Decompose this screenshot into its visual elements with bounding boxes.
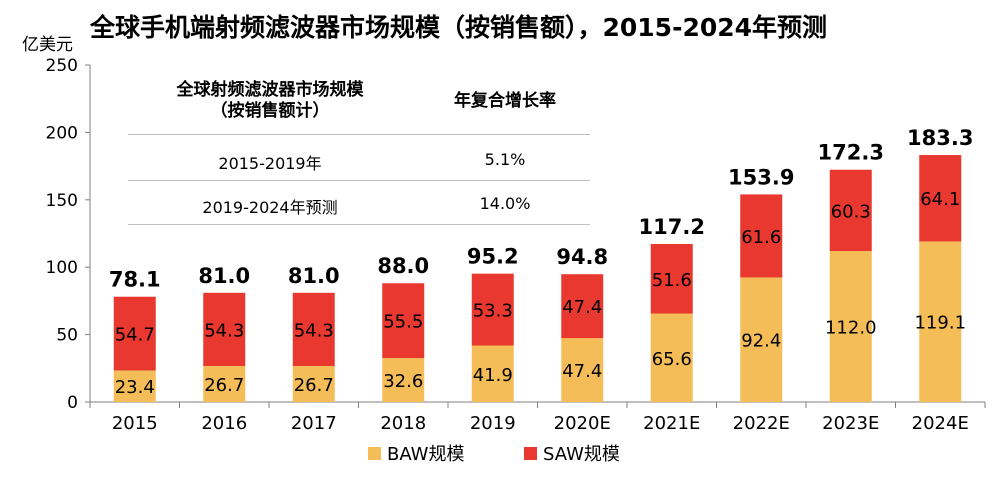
data-label-saw: 51.6: [652, 270, 692, 291]
data-label-saw: 61.6: [741, 227, 781, 248]
legend-label-saw: SAW规模: [543, 444, 620, 465]
x-tick-label: 2017: [291, 413, 337, 434]
bar-saw: [650, 244, 693, 314]
data-label-baw: 112.0: [825, 318, 877, 339]
bar-saw: [919, 155, 962, 242]
data-label-saw: 55.5: [383, 312, 423, 333]
data-label-saw: 54.3: [204, 320, 244, 341]
table-header-market-size-line2: （按销售额计）: [210, 101, 330, 121]
legend-item-baw: BAW规模: [368, 440, 464, 466]
x-tick-label: 2020E: [554, 413, 611, 434]
bar-baw: [919, 241, 962, 402]
data-label-total: 183.3: [907, 126, 973, 150]
data-label-saw: 54.7: [115, 325, 155, 346]
data-label-total: 117.2: [639, 215, 705, 239]
data-label-total: 81.0: [288, 264, 340, 288]
x-tick-label: 2015: [112, 413, 158, 434]
data-label-total: 88.0: [377, 254, 429, 278]
data-label-baw: 26.7: [294, 375, 334, 396]
table-row-period: 2019-2024年预测: [202, 198, 338, 217]
table-row-period: 2015-2019年: [218, 154, 322, 173]
data-label-baw: 47.4: [562, 361, 602, 382]
x-tick-label: 2024E: [912, 413, 969, 434]
y-tick-label: 100: [46, 258, 78, 278]
bar-saw: [382, 283, 425, 359]
bar-saw: [740, 194, 783, 278]
data-label-total: 81.0: [198, 264, 250, 288]
data-label-saw: 60.3: [831, 201, 871, 222]
data-label-saw: 53.3: [473, 301, 513, 322]
chart-title: 全球手机端射频滤波器市场规模（按销售额），2015-2024年预测: [90, 13, 828, 42]
y-tick-label: 50: [56, 326, 78, 346]
data-label-total: 95.2: [467, 245, 519, 269]
legend-item-saw: SAW规模: [524, 440, 620, 466]
legend-swatch-saw: [524, 446, 537, 460]
table-divider: [128, 180, 590, 181]
data-label-total: 172.3: [818, 141, 884, 165]
x-tick-label: 2023E: [822, 413, 879, 434]
data-label-baw: 92.4: [741, 331, 781, 352]
y-tick-label: 0: [67, 393, 78, 413]
bar-saw: [561, 274, 604, 339]
bar-saw: [829, 169, 872, 252]
bar-saw: [113, 296, 156, 371]
bar-saw: [203, 292, 246, 367]
data-label-baw: 65.6: [652, 349, 692, 370]
y-axis-unit: 亿美元: [22, 35, 73, 55]
data-label-saw: 64.1: [920, 189, 960, 210]
bar-saw: [471, 273, 514, 346]
table-row-cagr: 5.1%: [484, 150, 526, 169]
table-header-market-size: 全球射频滤波器市场规模 （按销售额计）: [130, 80, 410, 122]
data-label-baw: 41.9: [473, 365, 513, 386]
data-label-baw: 119.1: [914, 313, 966, 334]
x-tick-label: 2021E: [643, 413, 700, 434]
bar-baw: [471, 345, 514, 402]
data-label-baw: 26.7: [204, 375, 244, 396]
data-label-baw: 32.6: [383, 371, 423, 392]
table-divider: [128, 224, 590, 225]
x-tick-label: 2018: [380, 413, 426, 434]
bar-baw: [292, 366, 335, 402]
data-label-baw: 23.4: [115, 377, 155, 398]
data-label-total: 94.8: [556, 245, 608, 269]
x-tick-label: 2019: [470, 413, 516, 434]
legend-swatch-baw: [368, 446, 381, 460]
bar-baw: [740, 277, 783, 402]
legend-label-baw: BAW规模: [387, 444, 465, 465]
data-label-total: 78.1: [109, 268, 161, 292]
y-tick-label: 250: [46, 56, 78, 76]
data-label-saw: 54.3: [294, 320, 334, 341]
data-label-total: 153.9: [728, 165, 794, 189]
table-header-cagr: 年复合增长率: [454, 91, 556, 111]
table-row-cagr: 14.0%: [479, 194, 531, 213]
table-header-market-size-line1: 全球射频滤波器市场规模: [176, 80, 364, 100]
bar-baw: [113, 370, 156, 402]
bar-saw: [292, 292, 335, 367]
x-tick-label: 2016: [201, 413, 247, 434]
bar-baw: [203, 366, 246, 402]
x-tick-label: 2022E: [733, 413, 790, 434]
bar-baw: [382, 358, 425, 402]
y-tick-label: 150: [46, 191, 78, 211]
table-divider: [128, 134, 590, 135]
y-tick-label: 200: [46, 123, 78, 143]
bar-baw: [561, 338, 604, 402]
data-label-saw: 47.4: [562, 297, 602, 318]
bar-baw: [829, 251, 872, 402]
bar-baw: [650, 313, 693, 402]
